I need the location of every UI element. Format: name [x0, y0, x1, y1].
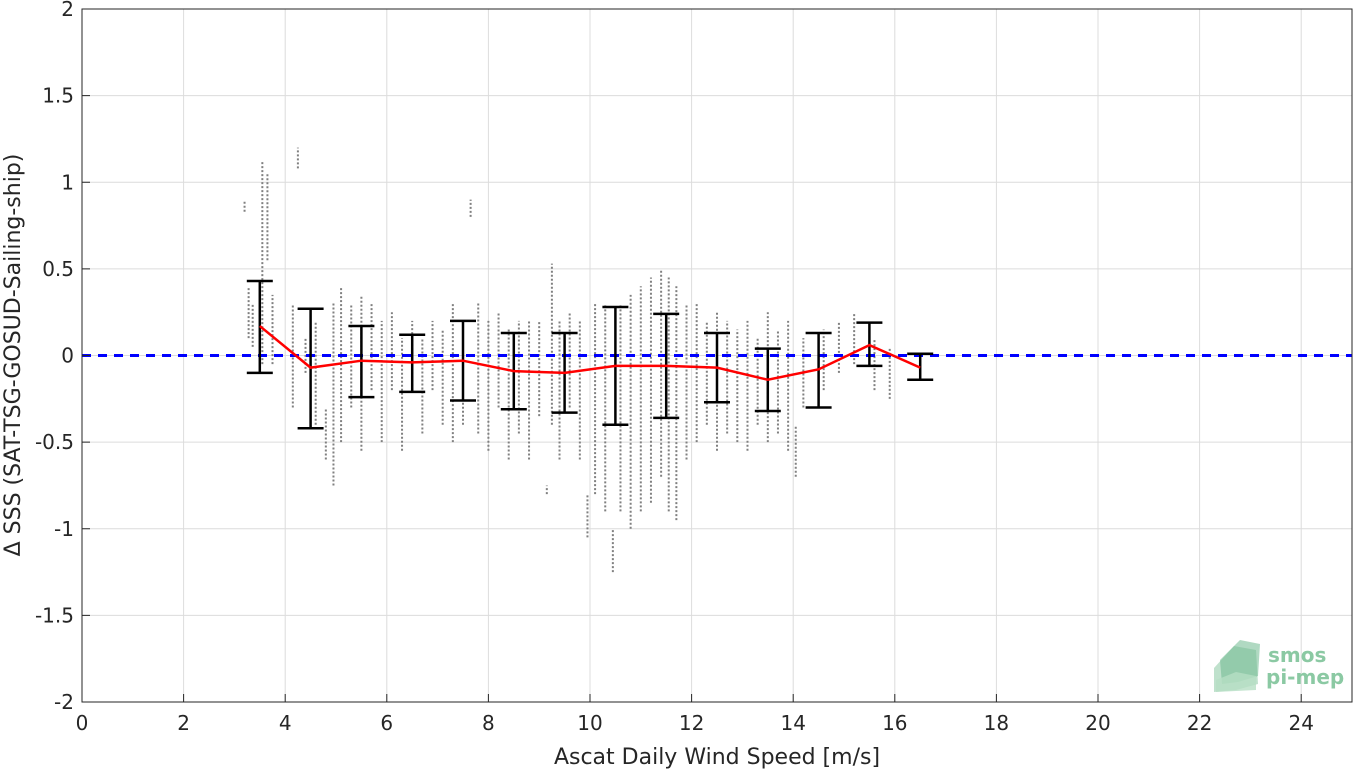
x-tick-label: 20: [1085, 711, 1110, 735]
x-tick-label: 10: [577, 711, 602, 735]
y-tick-label: -2: [54, 690, 74, 714]
y-tick-label: 1: [61, 170, 74, 194]
y-axis-ticks: -2 -1.5 -1 -0.5 0 0.5 1 1.5 2: [35, 0, 90, 714]
x-tick-label: 24: [1288, 711, 1313, 735]
x-tick-label: 14: [780, 711, 805, 735]
logo-text-smos: smos: [1268, 643, 1326, 667]
mean-line: [259, 325, 921, 382]
y-tick-label: 0.5: [42, 257, 74, 281]
smos-pi-mep-logo: smos pi-mep: [1214, 640, 1344, 692]
y-tick-label: 0: [61, 344, 74, 368]
y-tick-label: -1.5: [35, 603, 74, 627]
y-tick-label: 1.5: [42, 84, 74, 108]
logo-text-pi-mep: pi-mep: [1266, 665, 1344, 689]
x-tick-label: 22: [1187, 711, 1212, 735]
y-axis-title: Δ SSS (SAT-TSG-GOSUD-Sailing-ship): [1, 154, 26, 557]
x-tick-label: 6: [380, 711, 393, 735]
x-tick-label: 2: [177, 711, 190, 735]
y-tick-label: -1: [54, 517, 74, 541]
x-tick-label: 4: [279, 711, 292, 735]
x-tick-label: 16: [882, 711, 907, 735]
logo-wave-icon: [1214, 640, 1260, 692]
y-tick-label: -0.5: [35, 430, 74, 454]
x-tick-label: 18: [984, 711, 1009, 735]
y-tick-label: 2: [61, 0, 74, 21]
x-axis-ticks: 0 2 4 6 8 10 12 14 16 18 20 22 24: [76, 694, 1314, 735]
x-tick-label: 0: [76, 711, 89, 735]
x-axis-title: Ascat Daily Wind Speed [m/s]: [554, 745, 880, 770]
x-tick-label: 8: [482, 711, 495, 735]
x-tick-label: 12: [679, 711, 704, 735]
